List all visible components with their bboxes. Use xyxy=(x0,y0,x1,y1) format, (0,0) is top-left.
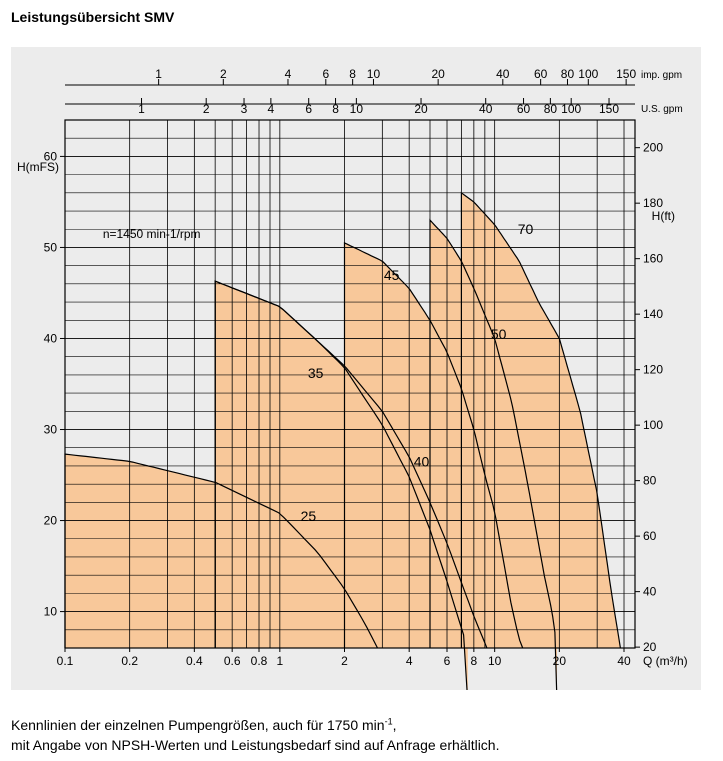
y-tick-label-left: 30 xyxy=(44,423,58,437)
curve-fills xyxy=(65,192,621,690)
imp-tick-label: 100 xyxy=(578,67,598,81)
caption-line2: mit Angabe von NPSH-Werten und Leistungs… xyxy=(11,736,500,753)
imp-tick-label: 40 xyxy=(496,67,510,81)
page-title: Leistungsübersicht SMV xyxy=(11,9,175,25)
caption: Kennlinien der einzelnen Pumpengrößen, a… xyxy=(11,711,499,755)
x-tick-label: 0.2 xyxy=(121,654,138,668)
axes xyxy=(60,79,640,652)
y-tick-label-right: 200 xyxy=(643,141,663,155)
y-tick-label-right: 160 xyxy=(643,252,663,266)
x-tick-label: 6 xyxy=(444,654,451,668)
area-fill-70 xyxy=(461,192,621,649)
imp-tick-label: 20 xyxy=(431,67,445,81)
us-tick-label: 40 xyxy=(479,102,493,116)
x-tick-label: 20 xyxy=(553,654,567,668)
y-tick-label-right: 100 xyxy=(643,418,663,432)
imp-tick-label: 8 xyxy=(349,67,356,81)
us-tick-label: 150 xyxy=(599,102,619,116)
curve-lines xyxy=(64,191,621,690)
performance-chart: 0.1 0.2 0.4 0.6 0.8 1 2 4 6 8 10 20 40 Q (m³/h) 10 20 30… xyxy=(17,67,688,690)
series-label-50: 50 xyxy=(491,326,507,342)
us-tick-label: 4 xyxy=(268,102,275,116)
y-tick-label-right: 60 xyxy=(643,529,657,543)
us-tick-label: 3 xyxy=(241,102,248,116)
us-tick-label: 10 xyxy=(350,102,364,116)
x-tick-label: 40 xyxy=(617,654,631,668)
x-tick-label: 0.4 xyxy=(186,654,203,668)
rpm-annotation: n=1450 min-1/rpm xyxy=(103,227,201,241)
us-tick-label: 6 xyxy=(305,102,312,116)
us-tick-label: 1 xyxy=(138,102,145,116)
imp-tick-label: 80 xyxy=(561,67,575,81)
x-tick-label: 8 xyxy=(471,654,478,668)
us-tick-label: 60 xyxy=(517,102,531,116)
imp-tick-label: 4 xyxy=(285,67,292,81)
us-tick-label: 20 xyxy=(414,102,428,116)
y-tick-label-left: 50 xyxy=(44,240,58,254)
y-tick-label-right: 80 xyxy=(643,474,657,488)
imp-tick-label: 60 xyxy=(534,67,548,81)
imp-tick-label: 1 xyxy=(155,67,162,81)
x-tick-label: 1 xyxy=(276,654,283,668)
caption-line1: Kennlinien der einzelnen Pumpengrößen, a… xyxy=(11,716,397,733)
y-tick-label-right: 140 xyxy=(643,307,663,321)
plot-border xyxy=(64,119,636,649)
series-label-25: 25 xyxy=(301,508,317,524)
curve-line-50 xyxy=(429,218,558,690)
us-tick-label: 8 xyxy=(332,102,339,116)
curve-line-25 xyxy=(64,453,379,649)
imp-tick-label: 2 xyxy=(220,67,227,81)
series-label-70: 70 xyxy=(518,221,534,237)
imp-tick-label: 150 xyxy=(616,67,636,81)
chart-panel: 0.1 0.2 0.4 0.6 0.8 1 2 4 6 8 10 20 40 Q (m³/h) 10 20 30… xyxy=(11,47,701,690)
y-tick-label-right: 40 xyxy=(643,585,657,599)
x-tick-label: 10 xyxy=(488,654,502,668)
x-tick-label: 4 xyxy=(406,654,413,668)
series-label-45: 45 xyxy=(384,267,400,283)
x-tick-label: 0.8 xyxy=(251,654,268,668)
us-tick-label: 2 xyxy=(203,102,210,116)
y-tick-label-left: 40 xyxy=(44,331,58,345)
curve-line-45 xyxy=(343,241,524,649)
x-axis-label: Q (m³/h) xyxy=(643,654,688,668)
chart-labels: 0.1 0.2 0.4 0.6 0.8 1 2 4 6 8 10 20 40 Q (m³/h) 10 20 30… xyxy=(17,67,688,668)
us-tick-label: 100 xyxy=(561,102,581,116)
y-tick-label-right: 120 xyxy=(643,363,663,377)
imp-tick-label: 10 xyxy=(367,67,381,81)
y-tick-label-right: 180 xyxy=(643,196,663,210)
y-tick-label-left: 60 xyxy=(44,149,58,163)
us-tick-label: 80 xyxy=(544,102,558,116)
series-label-40: 40 xyxy=(414,453,430,469)
curve-line-70 xyxy=(460,191,621,649)
x-tick-label: 0.1 xyxy=(57,654,74,668)
x-tick-label: 2 xyxy=(341,654,348,668)
y-tick-label-left: 20 xyxy=(44,514,58,528)
series-label-35: 35 xyxy=(308,365,324,381)
us-axis-label: U.S. gpm xyxy=(641,104,683,115)
curve-line-40 xyxy=(214,280,488,649)
y-tick-label-right: 20 xyxy=(643,640,657,654)
imp-axis-label: imp. gpm xyxy=(641,70,682,81)
imp-tick-label: 6 xyxy=(322,67,329,81)
y-tick-label-left: 10 xyxy=(44,605,58,619)
y-axis-label-right: H(ft) xyxy=(652,209,675,223)
x-tick-label: 0.6 xyxy=(224,654,241,668)
y-axis-label-left: H(mFS) xyxy=(17,160,59,174)
